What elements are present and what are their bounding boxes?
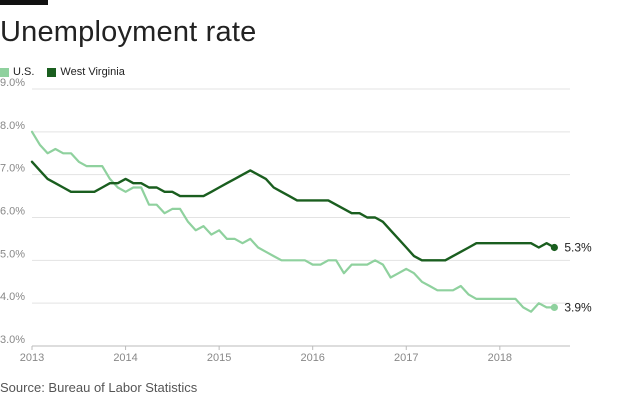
x-tick-label: 2017: [394, 352, 418, 364]
legend: U.S. West Virginia: [0, 66, 138, 78]
legend-label-west-virginia: West Virginia: [60, 66, 125, 78]
west-virginia-end-label: 5.3%: [564, 240, 592, 254]
x-tick-label: 2014: [113, 352, 137, 364]
us-series-line: [30, 130, 556, 313]
y-tick-label: 4.0%: [0, 291, 25, 303]
x-tick-label: 2015: [207, 352, 231, 364]
x-tick-label: 2016: [300, 352, 324, 364]
legend-swatch-us: [0, 67, 9, 77]
y-tick-label: 8.0%: [0, 120, 25, 132]
us-end-label: 3.9%: [564, 300, 592, 314]
source-note: Source: Bureau of Labor Statistics: [0, 380, 198, 395]
y-tick-label: 7.0%: [0, 163, 25, 175]
x-tick-label: 2013: [20, 352, 44, 364]
y-tick-label: 9.0%: [0, 77, 25, 89]
legend-label-us: U.S.: [13, 66, 35, 78]
us-end-point: [550, 303, 558, 312]
y-tick-label: 5.0%: [0, 248, 25, 260]
legend-item-west-virginia: West Virginia: [47, 66, 125, 78]
y-tick-label: 3.0%: [0, 334, 25, 346]
top-accent-bar: [0, 0, 48, 5]
legend-swatch-west-virginia: [47, 67, 57, 77]
x-tick-label: 2018: [488, 352, 512, 364]
west-virginia-series-line: [30, 160, 556, 262]
y-tick-label: 6.0%: [0, 206, 25, 218]
chart-title: Unemployment rate: [0, 16, 257, 48]
legend-item-us: U.S.: [0, 66, 34, 78]
west-virginia-end-point: [550, 243, 558, 252]
